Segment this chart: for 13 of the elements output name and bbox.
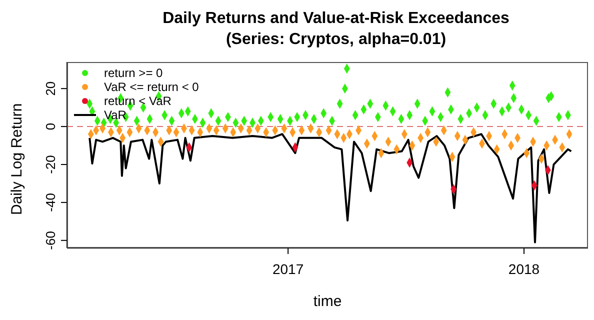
chart-subtitle: (Series: Cryptos, alpha=0.01) bbox=[224, 30, 448, 50]
y-tick-label: 20 bbox=[43, 81, 58, 96]
y-tick-label: -60 bbox=[43, 231, 58, 250]
chart-title: Daily Returns and Value-at-Risk Exceedances bbox=[162, 9, 510, 29]
y-tick-label: -20 bbox=[43, 155, 58, 174]
y-tick-label: 0 bbox=[43, 122, 58, 130]
y-axis-title: Daily Log Return bbox=[8, 103, 26, 215]
x-axis-title: time bbox=[313, 293, 342, 310]
legend-label: return >= 0 bbox=[104, 66, 163, 80]
x-tick-label: 2017 bbox=[272, 260, 304, 277]
y-tick-label: -40 bbox=[43, 193, 58, 212]
legend-label: VaR <= return < 0 bbox=[104, 80, 199, 94]
x-tick-label: 2018 bbox=[508, 260, 540, 277]
